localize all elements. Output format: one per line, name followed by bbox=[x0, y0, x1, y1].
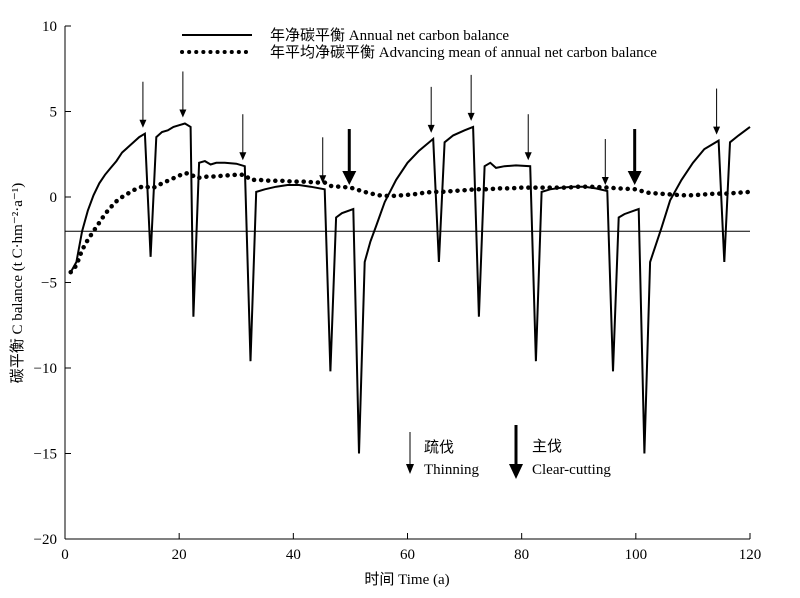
legend-label-annual: 年净碳平衡 Annual net carbon balance bbox=[270, 27, 509, 44]
series-layer bbox=[68, 122, 753, 454]
legend: 年净碳平衡 Annual net carbon balance 年平均净碳平衡 … bbox=[180, 27, 657, 61]
y-tick-label: −10 bbox=[34, 361, 57, 377]
thinning-key-arrow bbox=[406, 432, 414, 474]
clear-cutting-arrow bbox=[627, 129, 642, 186]
y-tick-label: 10 bbox=[42, 19, 57, 35]
series-line-mean bbox=[68, 170, 753, 275]
y-tick-label: 0 bbox=[50, 190, 58, 206]
y-tick-label: −5 bbox=[41, 276, 57, 292]
x-tick-label: 0 bbox=[61, 547, 69, 563]
x-tick-label: 60 bbox=[400, 547, 415, 563]
x-tick-label: 120 bbox=[739, 547, 762, 563]
thinning-arrow bbox=[467, 74, 475, 121]
clear-cutting-key-arrow bbox=[509, 425, 523, 479]
clear-cutting-key-label-en: Clear-cutting bbox=[532, 462, 611, 478]
y-tick-label: −15 bbox=[34, 447, 57, 463]
y-axis-title: 碳平衡 C balance (t C·hm⁻²·a⁻¹) bbox=[9, 183, 26, 384]
thinning-arrow bbox=[139, 81, 147, 128]
x-tick-label: 100 bbox=[625, 547, 648, 563]
y-tick-label: −20 bbox=[34, 532, 57, 548]
legend-label-mean: 年平均净碳平衡 Advancing mean of annual net car… bbox=[270, 44, 657, 61]
thinning-arrow bbox=[601, 139, 609, 186]
thinning-arrow bbox=[427, 86, 435, 133]
x-tick-label: 40 bbox=[286, 547, 301, 563]
thinning-arrow bbox=[713, 88, 721, 135]
thinning-arrow bbox=[179, 71, 187, 118]
thinning-key-label-en: Thinning bbox=[424, 462, 479, 478]
thinning-arrow bbox=[239, 114, 247, 161]
x-axis-title: 时间 Time (a) bbox=[364, 571, 449, 588]
annotation-key: 疏伐 Thinning 主伐 Clear-cutting bbox=[406, 425, 611, 479]
clear-cutting-key-label-zh: 主伐 bbox=[532, 438, 562, 455]
x-tick-label: 80 bbox=[514, 547, 529, 563]
thinning-arrow bbox=[524, 114, 532, 161]
thinning-arrow bbox=[319, 137, 327, 184]
event-markers bbox=[139, 71, 721, 186]
clear-cutting-arrow bbox=[342, 129, 357, 186]
y-tick-label: 5 bbox=[50, 105, 58, 121]
thinning-key-label-zh: 疏伐 bbox=[424, 439, 454, 456]
x-tick-label: 20 bbox=[172, 547, 187, 563]
series-line-annual bbox=[69, 122, 751, 454]
